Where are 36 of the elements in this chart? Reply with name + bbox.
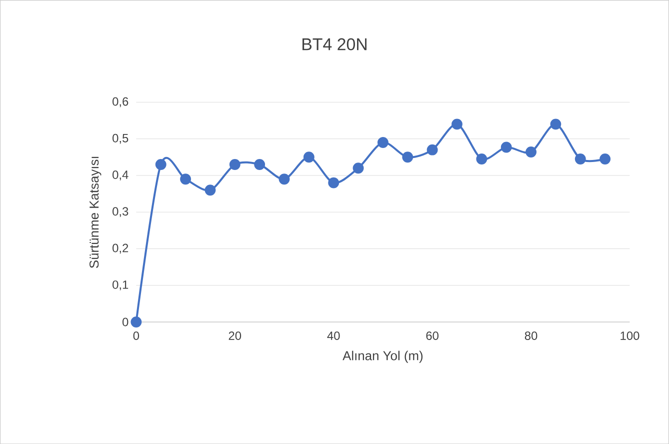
- y-tick-label: 0,4: [112, 170, 128, 180]
- y-tick-label: 0,3: [112, 207, 128, 217]
- point: [229, 158, 240, 170]
- point: [452, 118, 462, 130]
- point: [476, 153, 488, 164]
- y-tick-label: 0: [122, 318, 128, 326]
- x-tick-label: 0: [133, 331, 140, 340]
- point: [526, 146, 536, 158]
- y-tick-label: 0,1: [112, 280, 128, 290]
- x-tick-label: 20: [228, 331, 242, 340]
- point: [574, 153, 586, 164]
- y-tick-label: 0,6: [112, 97, 128, 108]
- point: [402, 152, 414, 163]
- x-tick-label: 100: [620, 331, 640, 340]
- y-tick-label: 0,5: [112, 134, 128, 144]
- point: [500, 142, 512, 153]
- point: [600, 153, 611, 164]
- x-tick-label: 40: [327, 331, 340, 340]
- point: [180, 174, 192, 185]
- point: [377, 136, 388, 148]
- chart-title: BT4 20N: [302, 38, 366, 50]
- y-axis-title: Sürtünme Katsayısı: [90, 156, 102, 268]
- point: [303, 152, 314, 163]
- point: [155, 158, 166, 170]
- x-tick-label: 80: [524, 331, 538, 340]
- y-tick-label: 0,2: [112, 244, 128, 254]
- point: [204, 184, 216, 196]
- x-axis-title: Alınan Yol (m): [342, 350, 423, 363]
- point: [254, 158, 266, 170]
- point: [278, 174, 290, 185]
- point: [328, 177, 340, 188]
- point: [550, 118, 562, 130]
- x-tick-label: 60: [426, 331, 438, 340]
- point: [130, 316, 142, 328]
- point: [426, 144, 438, 156]
- point: [352, 162, 364, 174]
